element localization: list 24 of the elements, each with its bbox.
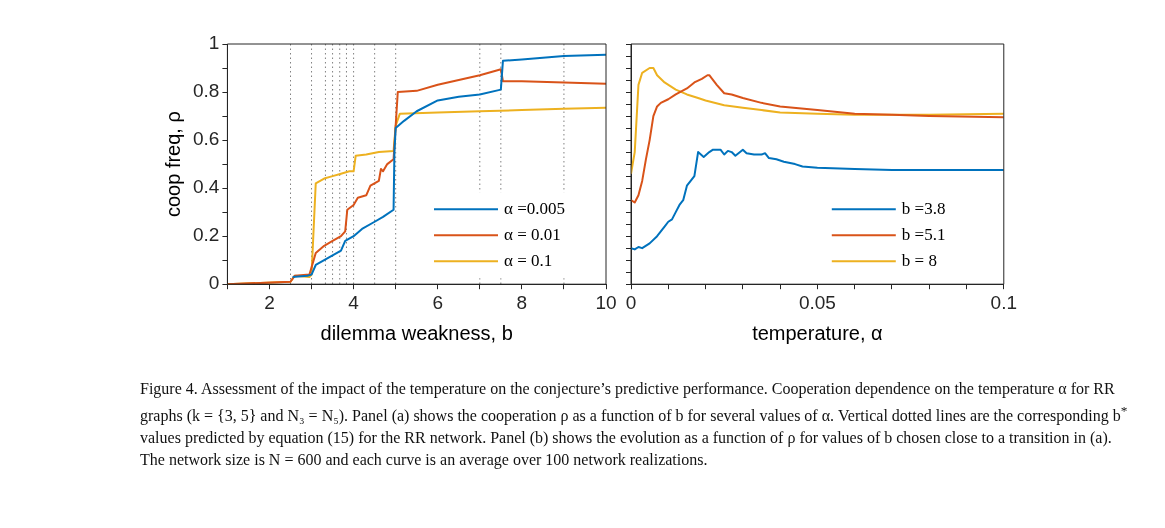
x-tick-label: 4 — [348, 291, 360, 313]
legend-label: α = 0.1 — [504, 250, 553, 270]
x-tick-label: 0.1 — [990, 291, 1017, 313]
legend-label: b =5.1 — [901, 224, 946, 244]
x-axis-title: dilemma weakness, b — [320, 321, 513, 344]
y-tick-label: 0.6 — [192, 128, 220, 150]
x-tick-label: 0 — [625, 291, 637, 313]
x-tick-label: 6 — [432, 291, 444, 313]
y-tick-label: 0 — [208, 272, 220, 294]
legend-label: α = 0.01 — [504, 224, 561, 244]
y-tick-label: 1 — [208, 32, 220, 54]
y-axis-title: coop freq, ρ — [161, 111, 184, 218]
x-axis-title: temperature, α — [752, 321, 883, 344]
legend-label: b = 8 — [901, 250, 937, 270]
legend-label: b =3.8 — [901, 198, 946, 218]
legend-label: α =0.005 — [504, 198, 565, 218]
y-tick-label: 0.8 — [192, 80, 220, 102]
y-tick-label: 0.2 — [192, 224, 220, 246]
caption: Figure 4. Assessment of the impact of the temperature on the conjecture’s predictive performance. Cooperation dependence on the temperature α for RR graphs (k = {3, 5} and N₃ = N₅). Panel (a) shows the cooperation ρ as a function of b for several values of α. Vertical dotted lines are the corresponding b$^{*}$ values predicted by equation (15) for the RR network. Panel (b) shows the evolution as a function of ρ for values of b chosen close to a transition in (a). The network size is N = 600 and each curve is an average over 100 network realizations. — [140, 379, 1129, 471]
x-tick-label: 8 — [516, 291, 528, 313]
y-tick-label: 0.4 — [192, 176, 220, 198]
x-tick-label: 2 — [264, 291, 275, 313]
x-tick-label: 0.05 — [798, 291, 836, 313]
x-tick-label: 10 — [595, 291, 617, 313]
